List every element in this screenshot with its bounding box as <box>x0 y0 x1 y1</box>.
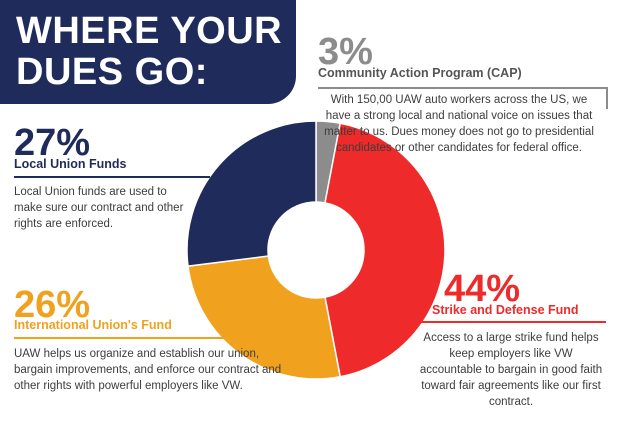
strike-divider <box>418 321 606 323</box>
donut-slice-local <box>186 120 317 268</box>
strike-percent: 44% <box>444 268 521 310</box>
cap-percent: 3% <box>318 31 373 73</box>
cap-label: Community Action Program (CAP) <box>318 66 522 80</box>
international-percent: 26% <box>14 284 91 326</box>
donut-slice-international <box>187 255 342 380</box>
strike-label: Strike and Defense Fund <box>432 303 579 317</box>
donut-slice-strike <box>324 122 446 378</box>
local-label: Local Union Funds <box>14 157 127 171</box>
donut-slices <box>186 120 446 380</box>
title-line-1: WHERE YOUR <box>16 10 283 52</box>
strike-description: Access to a large strike fund helps keep… <box>419 332 603 408</box>
international-description: UAW helps us organize and establish our … <box>14 348 282 392</box>
local-percent: 27% <box>14 122 91 164</box>
cap-divider <box>318 87 608 89</box>
international-label: International Union's Fund <box>14 318 172 332</box>
local-description: Local Union funds are used to make sure … <box>14 186 184 230</box>
local-divider <box>14 176 210 178</box>
cap-description: With 150,00 UAW auto workers across the … <box>324 94 594 154</box>
international-divider <box>14 337 226 339</box>
cap-divider-tick <box>606 87 608 109</box>
title-line-2: DUES GO: <box>16 51 208 93</box>
title-banner: WHERE YOUR DUES GO: <box>0 0 296 104</box>
